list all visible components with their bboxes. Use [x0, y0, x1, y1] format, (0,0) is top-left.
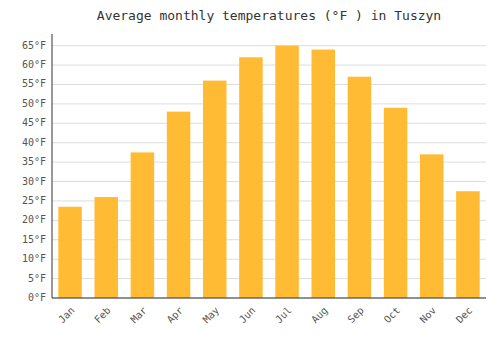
y-tick-label: 5°F [28, 273, 46, 284]
x-tick-label: Feb [92, 305, 113, 326]
grid-line [52, 123, 486, 124]
x-tick-label: Jul [273, 305, 294, 326]
grid-line [52, 84, 486, 85]
bar [420, 154, 444, 298]
x-tick-label: Aug [309, 305, 330, 326]
grid-line [52, 65, 486, 66]
y-tick-label: 25°F [22, 195, 46, 206]
bar [203, 81, 227, 298]
y-axis-line [52, 34, 53, 298]
grid [52, 46, 486, 298]
x-tick-label: Sep [345, 305, 366, 326]
y-tick-label: 20°F [22, 214, 46, 225]
bar [311, 50, 335, 298]
bar [384, 108, 408, 298]
title: Average monthly temperatures (°F ) in Tu… [97, 8, 441, 23]
chart: Average monthly temperatures (°F ) in Tu… [0, 0, 500, 350]
bars [58, 46, 479, 298]
bar [456, 191, 480, 298]
y-tick-label: 0°F [28, 292, 46, 303]
x-axis-line [52, 298, 486, 299]
bar [275, 46, 299, 298]
x-tick-label: Jun [237, 305, 258, 326]
x-tick-label: Oct [382, 305, 403, 326]
y-tick-label: 55°F [22, 78, 46, 89]
bar [239, 57, 263, 298]
y-tick-label: 15°F [22, 234, 46, 245]
grid-line [52, 45, 486, 46]
y-tick-label: 10°F [22, 253, 46, 264]
y-tick-label: 60°F [22, 59, 46, 70]
grid-line [52, 298, 486, 299]
y-tick-label: 50°F [22, 98, 46, 109]
bar [131, 152, 155, 298]
x-tick-label: Dec [454, 305, 475, 326]
bar [167, 112, 191, 298]
x-tick-label: Apr [165, 305, 186, 326]
grid-line [52, 103, 486, 104]
y-tick-label: 30°F [22, 176, 46, 187]
chart-container: Average monthly temperatures (°F ) in Tu… [0, 0, 500, 350]
y-tick-label: 45°F [22, 117, 46, 128]
y-tick-label: 35°F [22, 156, 46, 167]
bar [58, 207, 82, 298]
y-tick-label: 65°F [22, 40, 46, 51]
y-tick-label: 40°F [22, 137, 46, 148]
x-tick-label: Mar [128, 305, 149, 326]
bar [348, 77, 372, 298]
grid-line [52, 142, 486, 143]
x-tick-label: Nov [418, 305, 439, 326]
x-tick-label: Jan [56, 305, 77, 326]
bar [94, 197, 118, 298]
x-tick-label: May [201, 305, 222, 326]
